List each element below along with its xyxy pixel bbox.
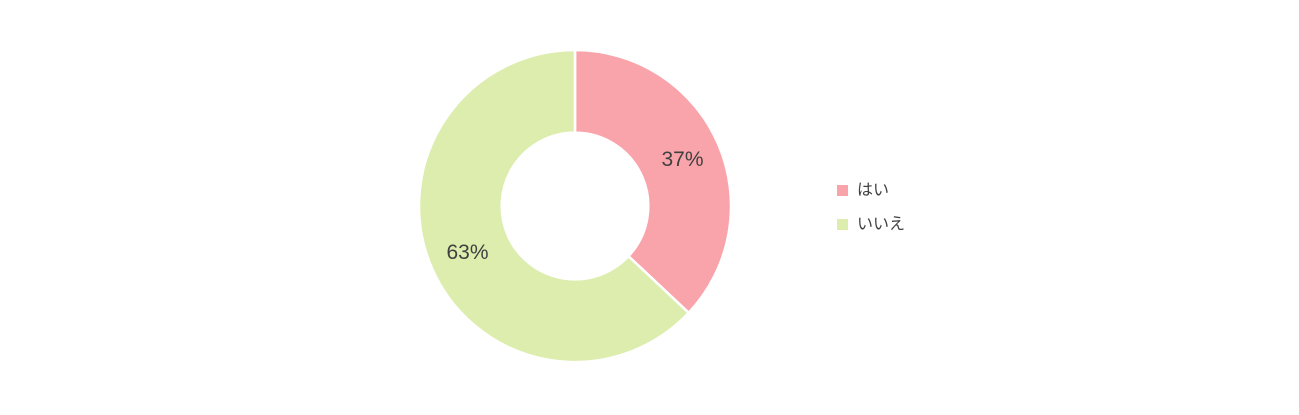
donut-segment-1	[417, 48, 691, 364]
data-label-0: 37%	[661, 148, 703, 171]
legend: はい いいえ	[837, 181, 905, 234]
legend-item-1: いいえ	[837, 215, 905, 234]
legend-swatch-icon	[837, 185, 848, 196]
legend-swatch-icon	[837, 219, 848, 230]
donut-segment-0	[573, 48, 733, 315]
legend-label: はい	[857, 182, 890, 199]
data-label-1: 63%	[446, 241, 488, 264]
legend-label: いいえ	[857, 216, 906, 233]
legend-item-0: はい	[837, 181, 905, 200]
